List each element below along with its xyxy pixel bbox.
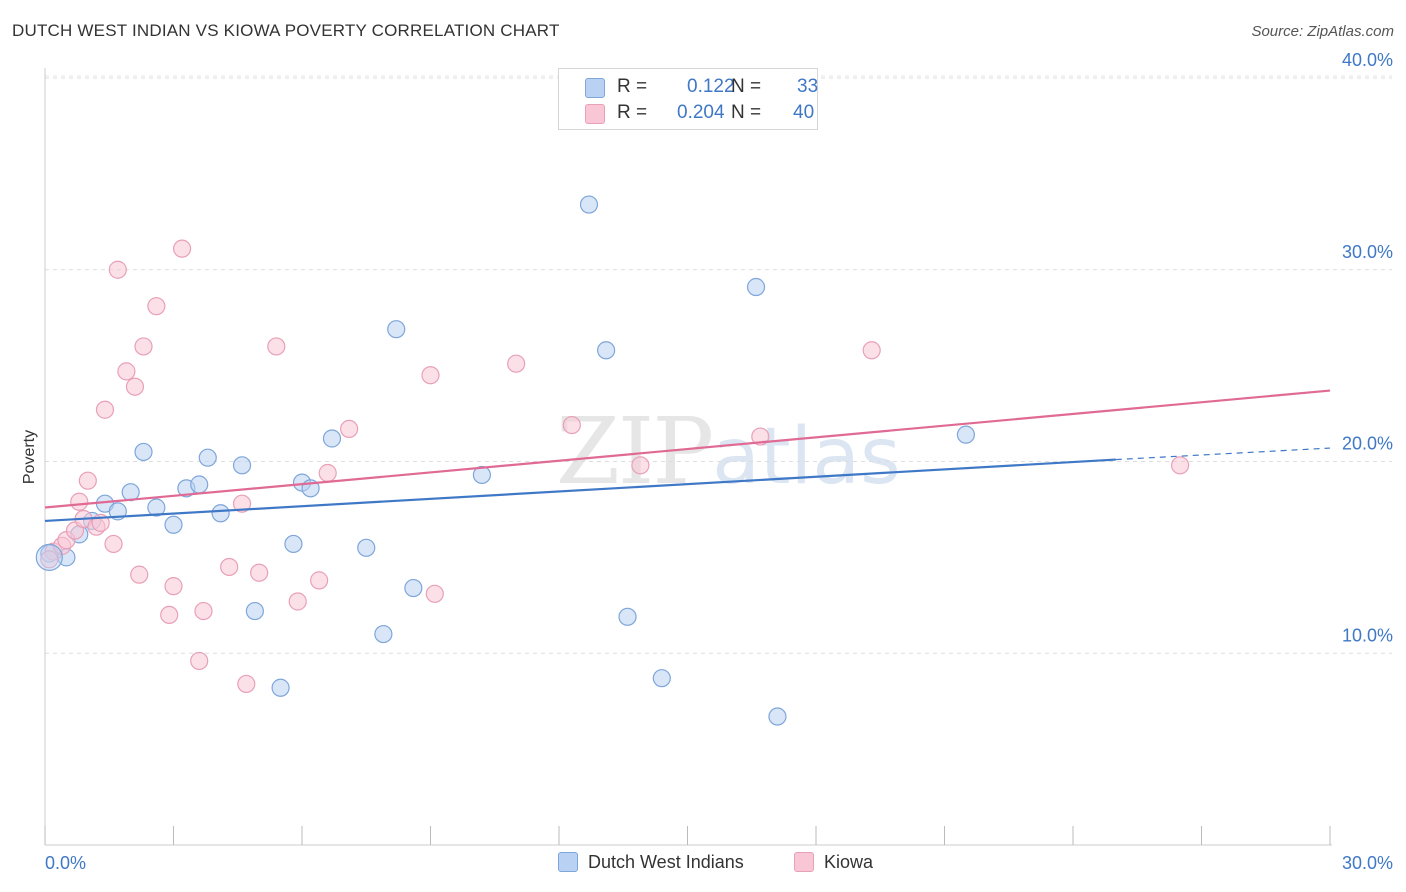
point-kiowa (310, 571, 329, 590)
legend-swatch-blue (585, 78, 605, 98)
point-kiowa (425, 584, 444, 603)
point-dutch-west-indians (404, 578, 423, 598)
legend-r-value: 0.204 (677, 102, 725, 123)
point-dutch-west-indians (387, 320, 406, 339)
stats-legend: R = 0.122 N = 33 R = 0.204 N = 40 (558, 68, 818, 130)
point-kiowa (1170, 456, 1190, 475)
point-kiowa (108, 260, 127, 279)
y-tick-label: 40.0% (1342, 50, 1393, 70)
point-dutch-west-indians (472, 465, 491, 485)
points (35, 195, 1190, 726)
point-kiowa (250, 563, 269, 582)
point-kiowa (237, 674, 256, 694)
point-dutch-west-indians (198, 448, 217, 467)
point-dutch-west-indians (374, 624, 393, 644)
legend-r-label: R = (617, 76, 648, 97)
point-cluster (35, 543, 63, 571)
trend-line-dutch-west-indians (44, 458, 1116, 523)
point-dutch-west-indians (245, 601, 264, 621)
point-dutch-west-indians (190, 475, 209, 494)
point-kiowa (340, 419, 359, 439)
point-kiowa (78, 471, 97, 490)
legend-n-label: N = (731, 76, 762, 97)
y-axis-label: Poverty (21, 430, 38, 484)
bottom-legend-swatch-blue (558, 852, 578, 872)
point-kiowa (164, 577, 183, 596)
point-dutch-west-indians (164, 515, 183, 534)
chart-title: DUTCH WEST INDIAN VS KIOWA POVERTY CORRE… (12, 21, 560, 40)
x-tick-label-min: 0.0% (45, 853, 86, 873)
bottom-legend-dutch-west-indians: Dutch West Indians (558, 852, 744, 873)
y-tick-labels: 10.0% 20.0% 30.0% 40.0% (1342, 50, 1393, 645)
point-dutch-west-indians (956, 425, 976, 444)
point-dutch-west-indians (232, 456, 252, 475)
trend-lines (44, 389, 1331, 523)
point-kiowa (232, 494, 252, 513)
point-dutch-west-indians (271, 678, 290, 697)
x-ticks (44, 826, 1331, 845)
y-tick-label: 30.0% (1342, 242, 1393, 262)
point-dutch-west-indians (211, 504, 230, 523)
point-kiowa (631, 456, 650, 475)
point-kiowa (134, 337, 153, 356)
point-kiowa (194, 601, 213, 621)
y-tick-label: 10.0% (1342, 625, 1393, 645)
legend-n-value: 33 (797, 76, 819, 97)
legend-n-label: N = (731, 102, 762, 123)
point-kiowa (562, 415, 581, 435)
point-kiowa (318, 463, 337, 483)
bottom-legend-label: Kiowa (824, 852, 874, 872)
point-kiowa (125, 377, 145, 396)
point-dutch-west-indians (597, 341, 616, 360)
point-kiowa (117, 362, 136, 381)
point-dutch-west-indians (284, 534, 303, 554)
legend-r-label: R = (617, 102, 648, 123)
point-kiowa (267, 337, 286, 356)
trend-line-kiowa (44, 389, 1331, 509)
point-dutch-west-indians (357, 538, 376, 557)
point-kiowa (288, 592, 307, 611)
point-dutch-west-indians (746, 277, 766, 297)
legend-swatch-pink (585, 104, 605, 124)
axes (44, 68, 1332, 846)
point-kiowa (104, 534, 123, 554)
point-kiowa (95, 400, 115, 419)
point-dutch-west-indians (322, 429, 342, 448)
bottom-legend-label: Dutch West Indians (588, 852, 744, 872)
watermark-atlas: atlas (712, 412, 901, 502)
bottom-legend-kiowa: Kiowa (794, 852, 873, 873)
point-kiowa (147, 297, 166, 316)
point-kiowa (172, 239, 192, 258)
legend-r-value: 0.122 (687, 76, 735, 97)
point-dutch-west-indians (618, 607, 637, 626)
point-dutch-west-indians (768, 707, 787, 726)
point-kiowa (130, 565, 149, 584)
point-kiowa (421, 366, 440, 385)
legend-n-value: 40 (793, 102, 815, 123)
point-kiowa (220, 557, 239, 577)
point-kiowa (862, 341, 881, 360)
point-kiowa (70, 492, 89, 511)
point-dutch-west-indians (147, 498, 166, 517)
point-kiowa (160, 605, 179, 625)
point-kiowa (190, 651, 209, 671)
y-tick-label: 20.0% (1342, 434, 1393, 454)
x-tick-label-max: 30.0% (1342, 853, 1393, 873)
point-kiowa (40, 550, 59, 569)
trend-line-extension (1115, 447, 1331, 461)
point-dutch-west-indians (579, 195, 599, 214)
point-dutch-west-indians (134, 442, 153, 462)
point-dutch-west-indians (652, 669, 671, 688)
point-kiowa (507, 354, 526, 373)
grid (45, 75, 1392, 654)
point-kiowa (751, 427, 770, 446)
source-label: Source: ZipAtlas.com (1251, 23, 1394, 40)
bottom-legend-swatch-pink (794, 852, 814, 872)
